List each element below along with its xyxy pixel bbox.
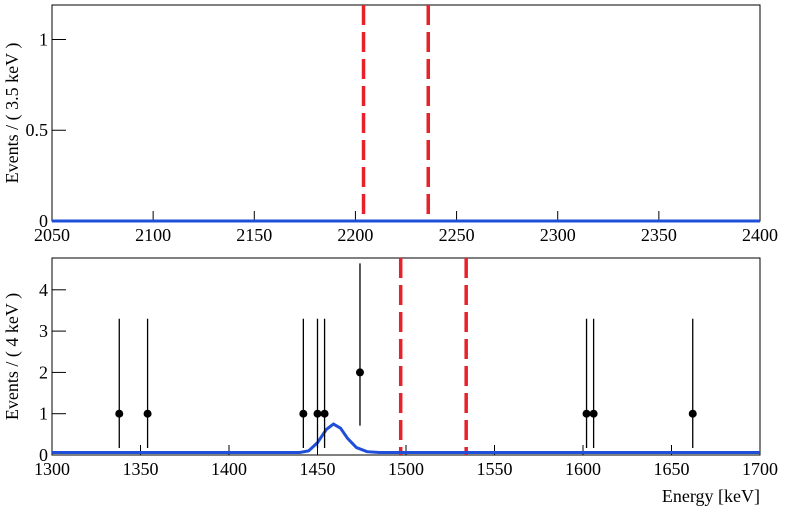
y-tick-label: 2 <box>39 362 48 382</box>
plot-frame <box>51 257 761 456</box>
x-tick-label: 1400 <box>211 459 247 479</box>
x-tick-label: 1550 <box>477 459 513 479</box>
x-tick-label: 2350 <box>641 225 677 245</box>
x-tick-label: 2100 <box>135 225 171 245</box>
y-tick-label: 0 <box>39 211 48 231</box>
data-point <box>313 409 322 418</box>
x-tick-label: 1650 <box>654 459 690 479</box>
data-point <box>143 409 152 418</box>
plot-frame <box>51 4 761 222</box>
data-point <box>688 409 697 418</box>
data-point <box>582 409 591 418</box>
x-tick-label: 2200 <box>337 225 373 245</box>
y-tick-label: 4 <box>39 280 48 300</box>
y-tick-label: 0.5 <box>26 120 49 140</box>
x-tick-label: 2150 <box>236 225 272 245</box>
y-tick-label: 1 <box>39 29 48 49</box>
x-tick-label: 1700 <box>742 459 778 479</box>
x-tick-label: 1600 <box>565 459 601 479</box>
y-axis-label: Events / ( 4 keV ) <box>2 293 23 420</box>
y-axis-label: Events / ( 3.5 keV ) <box>2 43 23 184</box>
data-point <box>589 409 598 418</box>
x-tick-label: 1450 <box>300 459 336 479</box>
x-tick-label: 2400 <box>742 225 778 245</box>
data-point <box>320 409 329 418</box>
x-tick-label: 1350 <box>123 459 159 479</box>
x-tick-label: 2250 <box>439 225 475 245</box>
y-tick-label: 1 <box>39 404 48 424</box>
data-point <box>115 409 124 418</box>
data-point <box>355 368 364 377</box>
x-tick-label: 1300 <box>34 459 70 479</box>
x-axis-label: Energy [keV] <box>662 486 760 506</box>
x-tick-label: 2300 <box>540 225 576 245</box>
fit-curve <box>52 422 760 455</box>
x-tick-label: 1500 <box>388 459 424 479</box>
y-tick-label: 0 <box>39 445 48 465</box>
data-point <box>299 409 308 418</box>
x-tick-label: 2050 <box>34 225 70 245</box>
y-tick-label: 3 <box>39 321 48 341</box>
